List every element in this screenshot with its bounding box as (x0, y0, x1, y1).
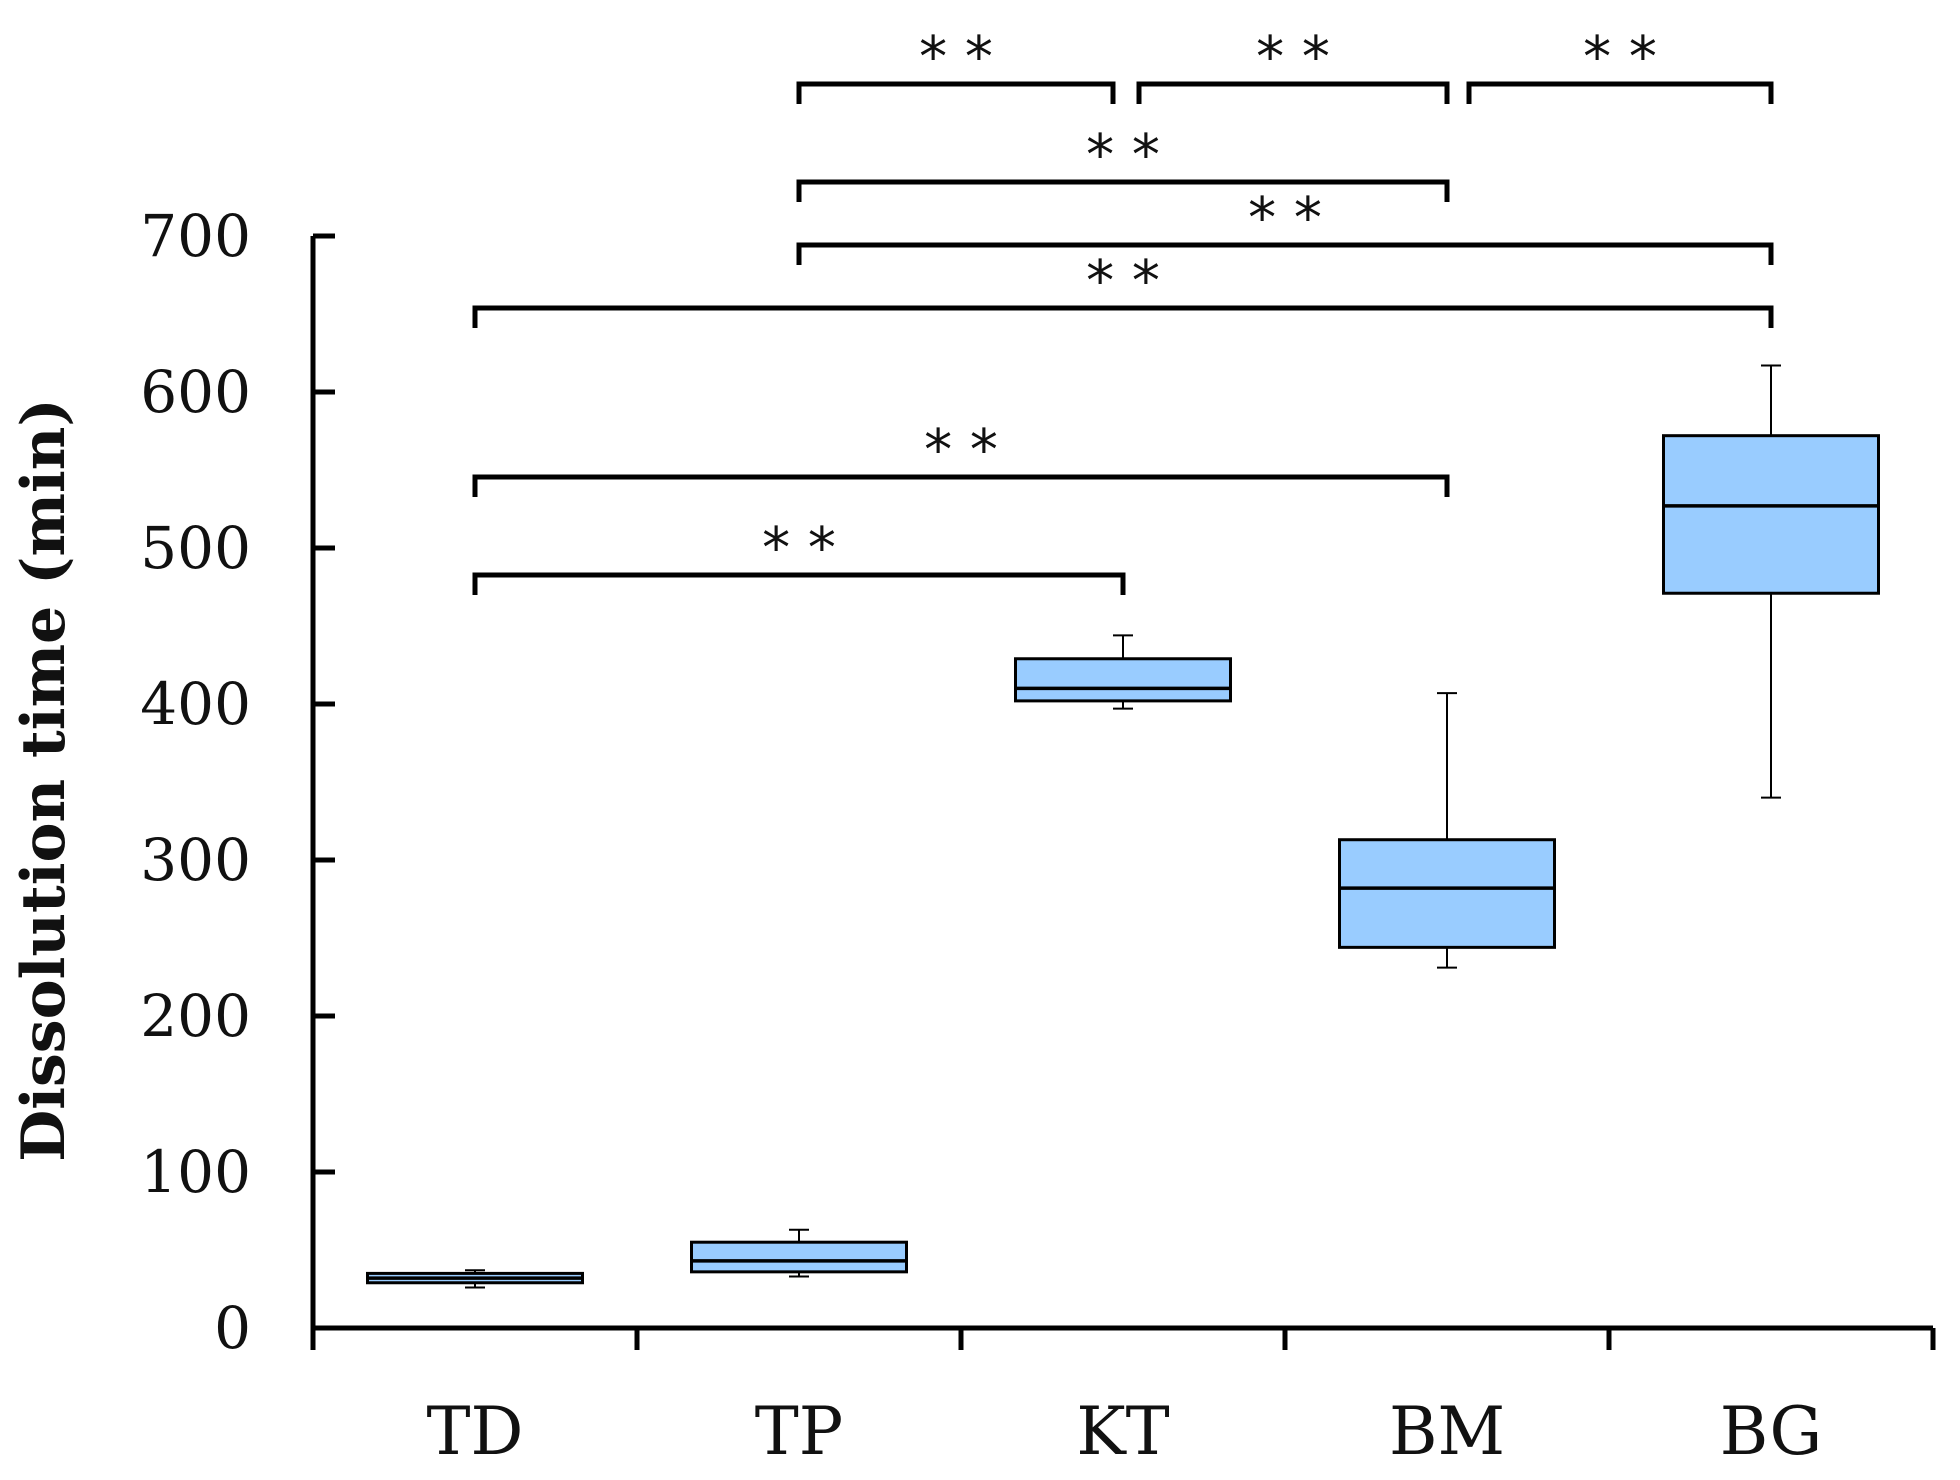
box-bg (1662, 364, 1880, 799)
boxes (366, 364, 1880, 1289)
y-tick-label: 700 (140, 202, 251, 270)
y-tick-label: 300 (140, 826, 251, 894)
axes (310, 236, 1933, 1346)
x-category-label: BM (1389, 1393, 1505, 1470)
box-iqr (690, 1240, 908, 1274)
bracket-line (472, 305, 1774, 328)
y-axis-label: Dissolution time (min) (9, 398, 79, 1162)
y-tick-label: 400 (140, 670, 251, 738)
significance-label: * * (1256, 25, 1330, 90)
significance-bracket: * * (472, 249, 1774, 328)
x-category-label: TD (427, 1393, 524, 1470)
significance-label: * * (1583, 25, 1657, 90)
significance-bracket: * * (472, 516, 1126, 595)
significance-label: * * (924, 418, 998, 483)
significance-bracket: * * (1136, 25, 1450, 104)
significance-bracket: * * (1466, 25, 1774, 104)
x-categories: TD TP KT BM BG (310, 1328, 1936, 1470)
y-tick-label: 600 (140, 358, 251, 426)
box-iqr (1014, 657, 1232, 703)
y-tick-label: 100 (140, 1138, 251, 1206)
bracket-line (472, 572, 1126, 595)
x-category-label: TP (755, 1393, 843, 1470)
y-tick-label: 200 (140, 982, 251, 1050)
box-kt (1014, 634, 1232, 710)
significance-label: * * (1248, 186, 1322, 251)
bracket-line (796, 179, 1450, 202)
significance-label: * * (1086, 123, 1160, 188)
y-ticks: 0 100 200 300 400 500 600 700 (140, 202, 335, 1362)
significance-label: * * (919, 25, 993, 90)
box-tp (690, 1228, 908, 1278)
bracket-line (1466, 81, 1774, 104)
bracket-line (796, 81, 1116, 104)
x-category-label: BG (1720, 1393, 1822, 1470)
bracket-line (1136, 81, 1450, 104)
y-tick-label: 500 (140, 514, 251, 582)
significance-bracket: * * (796, 25, 1116, 104)
significance-bracket: * * (472, 418, 1450, 497)
box-iqr (1662, 434, 1880, 595)
significance-brackets: * * * * * * * * * * * * * * * * (472, 25, 1774, 595)
y-tick-label: 0 (214, 1294, 251, 1362)
box-td (366, 1269, 584, 1289)
significance-label: * * (1086, 249, 1160, 314)
x-category-label: KT (1076, 1393, 1169, 1470)
box-bm (1338, 692, 1556, 969)
significance-label: * * (762, 516, 836, 581)
significance-bracket: * * (796, 186, 1774, 265)
significance-bracket: * * (796, 123, 1450, 202)
box-iqr (1338, 838, 1556, 949)
bracket-line (472, 474, 1450, 497)
bracket-line (796, 242, 1774, 265)
